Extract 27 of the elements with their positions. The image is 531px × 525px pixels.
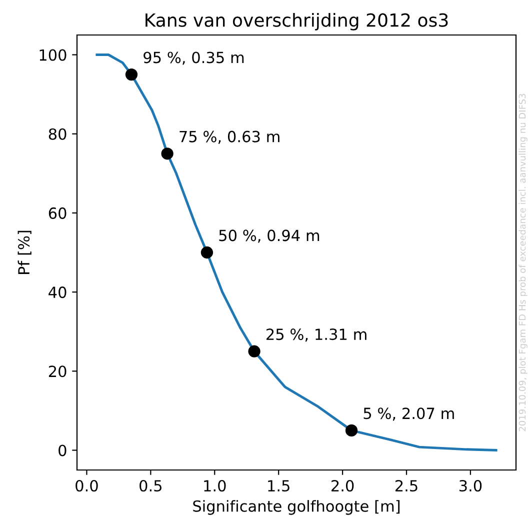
y-axis-title: Pf [%] — [18, 230, 32, 274]
y-tick-label: 20 — [48, 366, 66, 378]
y-tick-label: 40 — [48, 286, 66, 298]
x-tick-label: 2.5 — [395, 480, 418, 492]
annotation: 95 %, 0.35 m — [144, 52, 244, 65]
line-series — [96, 54, 498, 452]
annotation: 5 %, 2.07 m — [364, 408, 454, 421]
y-tick-label: 60 — [48, 207, 66, 219]
x-tick-label: 1.5 — [268, 480, 290, 492]
point — [200, 246, 214, 259]
annotation: 50 %, 0.94 m — [219, 230, 320, 243]
point — [161, 148, 174, 160]
annotation: 25 %, 1.31 m — [266, 328, 366, 342]
point — [345, 424, 358, 437]
y-tick-label: 80 — [48, 128, 66, 140]
y-tick-label: 0 — [58, 444, 66, 456]
x-tick-label: 1.0 — [204, 480, 226, 492]
point — [248, 345, 260, 358]
x-tick-label: 0.0 — [76, 480, 98, 492]
x-tick-label: 2.0 — [332, 480, 354, 492]
x-tick-label: 3.0 — [459, 480, 482, 492]
y-tick-label: 100 — [40, 49, 66, 61]
x-axis-title: Significante golfhoogte [m] — [193, 500, 400, 515]
point — [125, 68, 138, 81]
chart-title: Kans van overschrijding 2012 os3 — [146, 12, 448, 30]
annotation: 75 %, 0.63 m — [180, 130, 280, 144]
x-tick-label: 0.5 — [140, 480, 162, 492]
